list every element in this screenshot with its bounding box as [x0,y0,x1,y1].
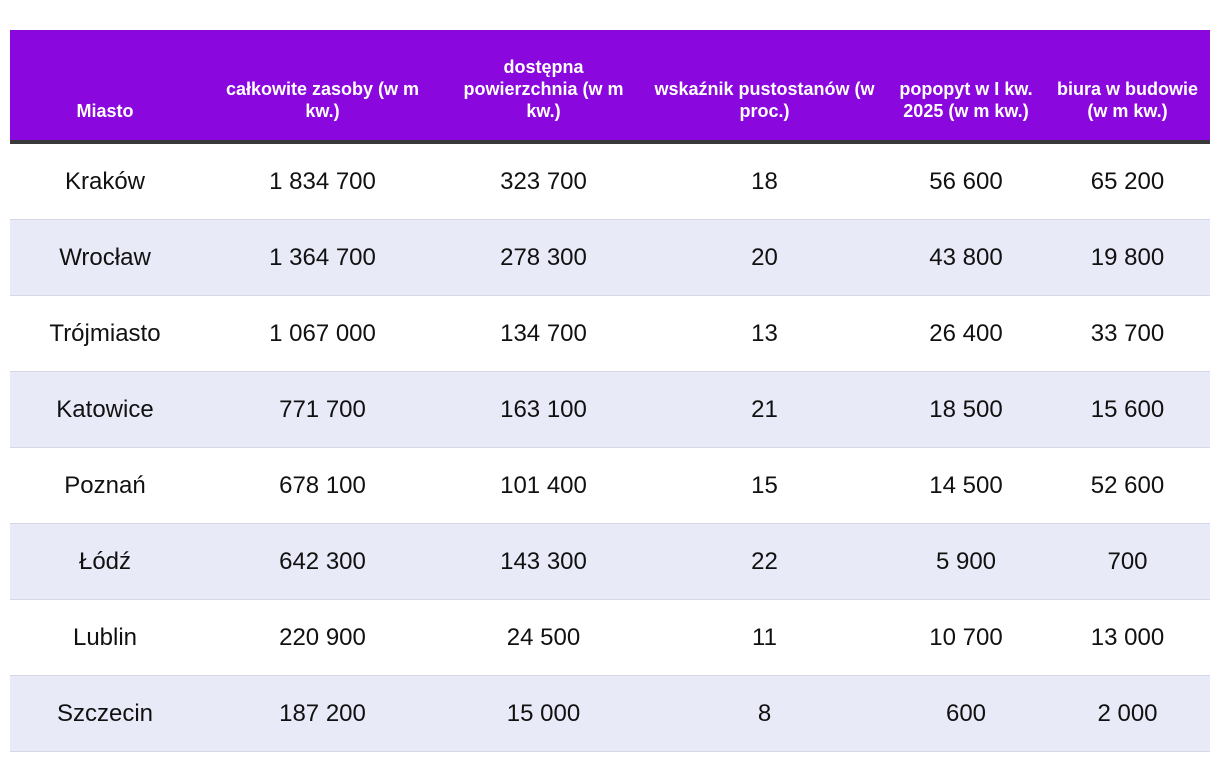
value-cell: 1 364 700 [200,219,445,296]
value-cell: 65 200 [1045,142,1210,220]
value-cell: 678 100 [200,447,445,524]
city-cell: Wrocław [10,219,200,296]
value-cell: 14 500 [887,447,1045,524]
table-row: Trójmiasto 1 067 000 134 700 13 26 400 33 700 [10,295,1210,372]
column-header: Miasto [10,30,200,144]
column-header: wskaźnik pustostanów (w proc.) [642,30,887,144]
value-cell: 642 300 [200,523,445,600]
value-cell: 19 800 [1045,219,1210,296]
column-header: dostępna powierzchnia (w m kw.) [445,30,642,144]
value-cell: 33 700 [1045,295,1210,372]
column-header: całkowite zasoby (w m kw.) [200,30,445,144]
column-header: biura w budowie (w m kw.) [1045,30,1210,144]
table-row: Poznań 678 100 101 400 15 14 500 52 600 [10,447,1210,524]
value-cell: 134 700 [445,295,642,372]
value-cell: 163 100 [445,371,642,448]
value-cell: 323 700 [445,142,642,220]
value-cell: 143 300 [445,523,642,600]
value-cell: 22 [642,523,887,600]
value-cell: 600 [887,675,1045,752]
value-cell: 20 [642,219,887,296]
value-cell: 26 400 [887,295,1045,372]
value-cell: 43 800 [887,219,1045,296]
value-cell: 1 834 700 [200,142,445,220]
table-row: Kraków 1 834 700 323 700 18 56 600 65 200 [10,142,1210,220]
city-cell: Szczecin [10,675,200,752]
city-cell: Łódź [10,523,200,600]
value-cell: 8 [642,675,887,752]
value-cell: 220 900 [200,599,445,676]
value-cell: 5 900 [887,523,1045,600]
value-cell: 2 000 [1045,675,1210,752]
office-market-table: Miasto całkowite zasoby (w m kw.) dostępna… [10,30,1210,752]
value-cell: 187 200 [200,675,445,752]
city-cell: Lublin [10,599,200,676]
city-cell: Katowice [10,371,200,448]
header-row: Miasto całkowite zasoby (w m kw.) dostępna… [10,30,1210,144]
value-cell: 18 [642,142,887,220]
table-row: Wrocław 1 364 700 278 300 20 43 800 19 800 [10,219,1210,296]
city-cell: Poznań [10,447,200,524]
value-cell: 11 [642,599,887,676]
value-cell: 24 500 [445,599,642,676]
value-cell: 15 000 [445,675,642,752]
value-cell: 15 600 [1045,371,1210,448]
value-cell: 700 [1045,523,1210,600]
city-cell: Trójmiasto [10,295,200,372]
table-row: Katowice 771 700 163 100 21 18 500 15 600 [10,371,1210,448]
city-cell: Kraków [10,142,200,220]
column-header: popopyt w I kw. 2025 (w m kw.) [887,30,1045,144]
table-row: Lublin 220 900 24 500 11 10 700 13 000 [10,599,1210,676]
table-row: Szczecin 187 200 15 000 8 600 2 000 [10,675,1210,752]
value-cell: 10 700 [887,599,1045,676]
value-cell: 56 600 [887,142,1045,220]
value-cell: 101 400 [445,447,642,524]
table-row: Łódź 642 300 143 300 22 5 900 700 [10,523,1210,600]
value-cell: 278 300 [445,219,642,296]
value-cell: 1 067 000 [200,295,445,372]
value-cell: 18 500 [887,371,1045,448]
value-cell: 21 [642,371,887,448]
value-cell: 771 700 [200,371,445,448]
value-cell: 15 [642,447,887,524]
value-cell: 13 000 [1045,599,1210,676]
value-cell: 13 [642,295,887,372]
value-cell: 52 600 [1045,447,1210,524]
